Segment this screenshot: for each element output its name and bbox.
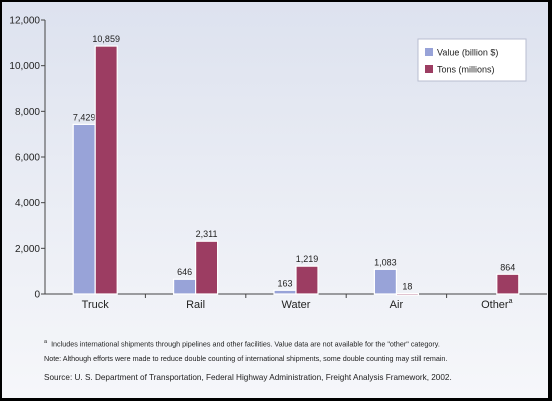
y-tick-label: 0 [34, 290, 40, 301]
legend-box [417, 38, 527, 82]
legend-swatch [425, 48, 433, 56]
bar-data-label: 864 [500, 262, 515, 272]
bar-data-label: 1,219 [296, 254, 319, 264]
bar-data-label: 2,311 [196, 229, 218, 239]
chart-frame: 0 2,000 4,000 6,000 8,000 10,000 12,000 Truck 7,… [2, 2, 548, 398]
bar [395, 292, 419, 296]
x-tick-label: Rail [186, 299, 205, 311]
legend-swatch [425, 65, 433, 73]
bar [94, 45, 118, 295]
note-text: Note: Although efforts were made to redu… [44, 354, 448, 363]
bar [295, 265, 319, 295]
bar-data-label: 18 [402, 282, 412, 292]
bar [195, 240, 219, 295]
y-tick-label: 10,000 [9, 61, 40, 72]
bar [496, 273, 520, 295]
footnote-text: Includes international shipments through… [51, 339, 440, 349]
x-tick-label: Othera [481, 298, 513, 311]
bar [273, 289, 297, 295]
bar-data-label: 646 [177, 267, 192, 277]
footnote: a Includes international shipments throug… [44, 339, 440, 348]
bar-data-label: 7,429 [73, 112, 96, 122]
bar [373, 268, 397, 295]
y-tick-label: 12,000 [9, 16, 40, 27]
y-tick-label: 2,000 [15, 244, 40, 255]
source-text: Source: U. S. Department of Transportati… [44, 373, 452, 382]
x-tick-label: Truck [82, 299, 110, 311]
y-tick-label: 4,000 [15, 198, 40, 209]
y-tick-label: 6,000 [15, 153, 40, 164]
bar [72, 123, 96, 295]
legend-label: Tons (millions) [437, 65, 495, 75]
bar [173, 278, 197, 295]
x-tick-label: Air [390, 299, 404, 311]
bar-chart: 0 2,000 4,000 6,000 8,000 10,000 12,000 Truck 7,… [9, 16, 547, 311]
bar-data-label: 1,083 [374, 257, 397, 267]
y-tick-label: 8,000 [15, 107, 40, 118]
x-tick-label: Water [282, 299, 311, 311]
bar-data-label: 10,859 [92, 34, 120, 44]
footnote-marker: a [44, 339, 48, 345]
legend-label: Value (billion $) [437, 48, 498, 58]
bar-data-label: 163 [277, 278, 292, 288]
x-tick-label-superscript: a [509, 298, 513, 305]
